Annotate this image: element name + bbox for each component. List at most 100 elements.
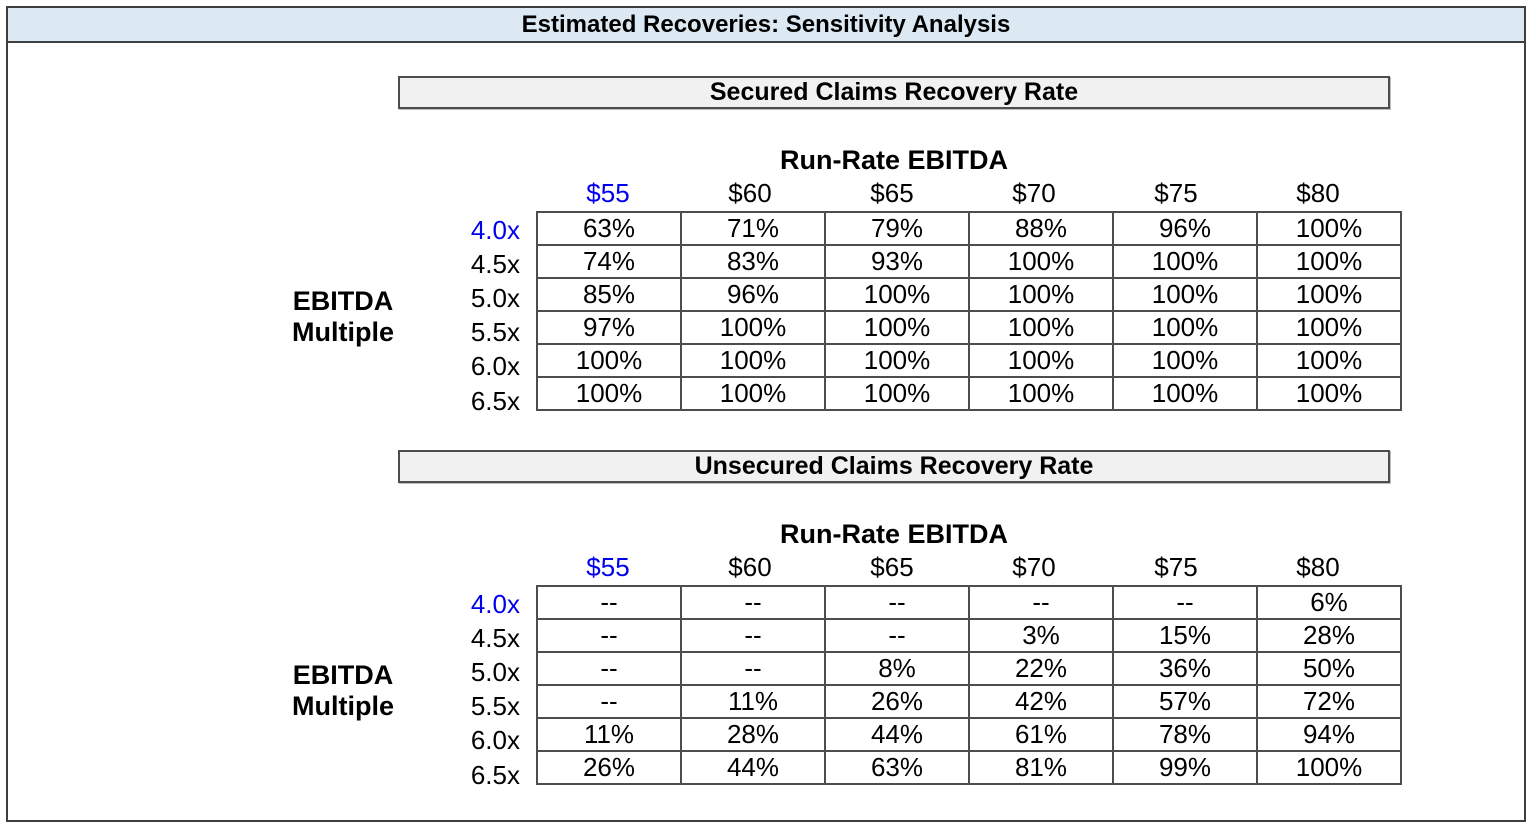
table-row: 100% 100% 100% 100% 100% 100% bbox=[536, 376, 1402, 411]
table-cell: 100% bbox=[536, 343, 682, 378]
table-cell: 36% bbox=[1112, 651, 1258, 686]
table-cell: 100% bbox=[1256, 244, 1402, 279]
table-row: -- -- -- -- -- 6% bbox=[536, 585, 1402, 620]
table-cell: 44% bbox=[680, 750, 826, 785]
row-labels: 4.0x 4.5x 5.0x 5.5x 6.0x 6.5x bbox=[368, 587, 528, 792]
column-headers: $55 $60 $65 $70 $75 $80 bbox=[537, 552, 1389, 583]
section-title: Secured Claims Recovery Rate bbox=[709, 78, 1079, 106]
column-header: $60 bbox=[728, 178, 772, 208]
table-row: 11% 28% 44% 61% 78% 94% bbox=[536, 717, 1402, 752]
table-cell: 85% bbox=[536, 277, 682, 312]
table-cell: 100% bbox=[1256, 343, 1402, 378]
table-row: 74% 83% 93% 100% 100% 100% bbox=[536, 244, 1402, 279]
exhibit-title-bar: Estimated Recoveries: Sensitivity Analys… bbox=[8, 8, 1524, 43]
table-cell: 99% bbox=[1112, 750, 1258, 785]
table-cell: -- bbox=[536, 585, 682, 620]
table-cell: 100% bbox=[680, 310, 826, 345]
table-cell: 100% bbox=[1256, 277, 1402, 312]
table-cell: 100% bbox=[968, 310, 1114, 345]
table-cell: 72% bbox=[1256, 684, 1402, 719]
row-header: 4.5x bbox=[470, 622, 520, 653]
page-title: Estimated Recoveries: Sensitivity Analys… bbox=[521, 10, 1011, 38]
table-cell: 100% bbox=[1256, 211, 1402, 246]
table-cell: 15% bbox=[1112, 618, 1258, 653]
table-cell: 100% bbox=[680, 376, 826, 411]
table-cell: -- bbox=[824, 585, 970, 620]
table-cell: 63% bbox=[536, 211, 682, 246]
row-header: 5.5x bbox=[470, 317, 520, 348]
table-cell: 100% bbox=[1112, 343, 1258, 378]
table-cell: 83% bbox=[680, 244, 826, 279]
secured-claims-section: Secured Claims Recovery Rate Run-Rate EB… bbox=[8, 76, 1524, 436]
table-cell: 78% bbox=[1112, 717, 1258, 752]
row-header: 6.5x bbox=[470, 759, 520, 790]
column-header: $60 bbox=[728, 552, 772, 582]
table-cell: 96% bbox=[1112, 211, 1258, 246]
column-headers: $55 $60 $65 $70 $75 $80 bbox=[537, 178, 1389, 209]
column-header: $75 bbox=[1154, 552, 1198, 582]
table-cell: 81% bbox=[968, 750, 1114, 785]
table-cell: 100% bbox=[536, 376, 682, 411]
table-cell: 22% bbox=[968, 651, 1114, 686]
table-row: -- -- -- 3% 15% 28% bbox=[536, 618, 1402, 653]
table-cell: 6% bbox=[1256, 585, 1402, 620]
table-cell: 42% bbox=[968, 684, 1114, 719]
row-header: 5.5x bbox=[470, 691, 520, 722]
table-cell: -- bbox=[680, 585, 826, 620]
table-cell: 50% bbox=[1256, 651, 1402, 686]
column-header: $75 bbox=[1154, 178, 1198, 208]
table-cell: -- bbox=[536, 651, 682, 686]
table-cell: 100% bbox=[824, 376, 970, 411]
table-cell: 88% bbox=[968, 211, 1114, 246]
table-cell: 96% bbox=[680, 277, 826, 312]
row-header: 4.0x bbox=[470, 214, 520, 245]
table-cell: 28% bbox=[680, 717, 826, 752]
table-cell: -- bbox=[968, 585, 1114, 620]
table-row: -- -- 8% 22% 36% 50% bbox=[536, 651, 1402, 686]
table-cell: 63% bbox=[824, 750, 970, 785]
table-cell: -- bbox=[824, 618, 970, 653]
table-cell: 100% bbox=[968, 244, 1114, 279]
table-cell: -- bbox=[680, 618, 826, 653]
table-cell: 100% bbox=[1112, 244, 1258, 279]
table-cell: 100% bbox=[1256, 310, 1402, 345]
sensitivity-table: -- -- -- -- -- 6% -- -- -- 3% 15% 28% -- -- 8% 22% 36% 50… bbox=[536, 585, 1402, 785]
table-cell: -- bbox=[536, 684, 682, 719]
table-row: 97% 100% 100% 100% 100% 100% bbox=[536, 310, 1402, 345]
table-cell: -- bbox=[536, 618, 682, 653]
table-cell: 28% bbox=[1256, 618, 1402, 653]
table-cell: 57% bbox=[1112, 684, 1258, 719]
table-cell: 100% bbox=[680, 343, 826, 378]
table-cell: 100% bbox=[1112, 277, 1258, 312]
row-header: 6.5x bbox=[470, 385, 520, 416]
table-cell: 100% bbox=[824, 343, 970, 378]
table-cell: 94% bbox=[1256, 717, 1402, 752]
row-header: 5.0x bbox=[470, 282, 520, 313]
section-header: Secured Claims Recovery Rate bbox=[398, 76, 1390, 109]
column-header: $80 bbox=[1296, 178, 1340, 208]
table-row: 100% 100% 100% 100% 100% 100% bbox=[536, 343, 1402, 378]
table-cell: 100% bbox=[1112, 376, 1258, 411]
row-header: 6.0x bbox=[470, 725, 520, 756]
table-cell: -- bbox=[680, 651, 826, 686]
unsecured-claims-section: Unsecured Claims Recovery Rate Run-Rate … bbox=[8, 450, 1524, 810]
table-cell: 93% bbox=[824, 244, 970, 279]
sensitivity-table: 63% 71% 79% 88% 96% 100% 74% 83% 93% 100% 100% 100%… bbox=[536, 211, 1402, 411]
row-labels: 4.0x 4.5x 5.0x 5.5x 6.0x 6.5x bbox=[368, 213, 528, 418]
column-header: $80 bbox=[1296, 552, 1340, 582]
column-header: $70 bbox=[1012, 552, 1056, 582]
table-cell: 79% bbox=[824, 211, 970, 246]
table-cell: 8% bbox=[824, 651, 970, 686]
table-cell: 26% bbox=[824, 684, 970, 719]
column-axis-label: Run-Rate EBITDA bbox=[780, 145, 1008, 175]
column-header: $55 bbox=[586, 178, 630, 208]
row-axis-label: EBITDA Multiple bbox=[292, 286, 394, 347]
table-row: -- 11% 26% 42% 57% 72% bbox=[536, 684, 1402, 719]
table-cell: 26% bbox=[536, 750, 682, 785]
table-row: 85% 96% 100% 100% 100% 100% bbox=[536, 277, 1402, 312]
table-cell: 100% bbox=[1256, 750, 1402, 785]
table-cell: -- bbox=[1112, 585, 1258, 620]
exhibit-frame: Estimated Recoveries: Sensitivity Analys… bbox=[6, 6, 1526, 822]
table-cell: 71% bbox=[680, 211, 826, 246]
column-header: $70 bbox=[1012, 178, 1056, 208]
